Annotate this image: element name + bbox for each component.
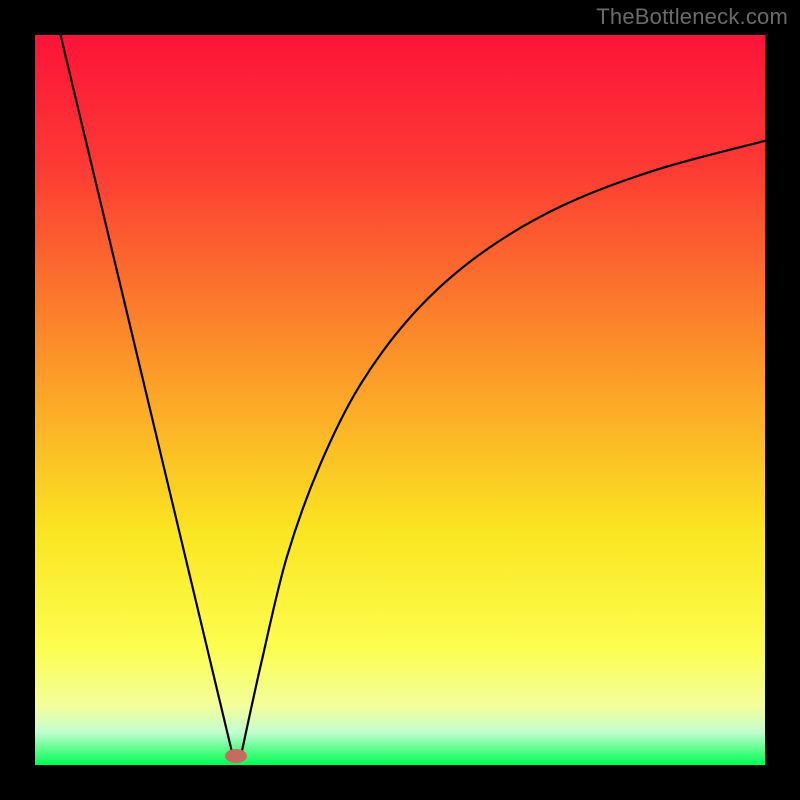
curve-right-branch: [242, 141, 765, 753]
image-frame: TheBottleneck.com: [0, 0, 800, 800]
plot-area: [35, 35, 765, 765]
minimum-marker: [225, 749, 247, 763]
curve-layer: [35, 35, 765, 765]
curve-left-branch: [61, 35, 233, 753]
watermark-text: TheBottleneck.com: [596, 4, 788, 30]
